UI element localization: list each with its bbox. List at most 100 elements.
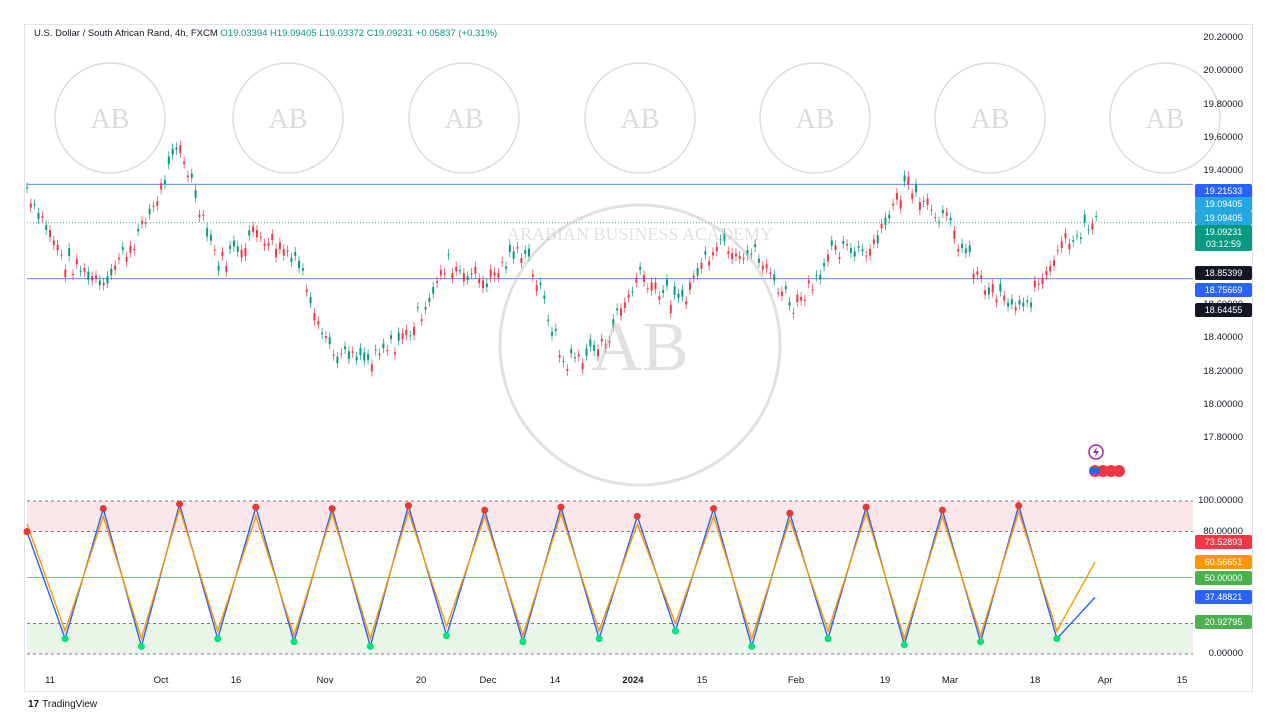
candle-body <box>941 209 944 214</box>
candle-body <box>462 273 465 282</box>
candle-body <box>516 247 519 249</box>
candle-body <box>899 200 902 209</box>
candle-body <box>232 240 235 247</box>
candle-body <box>658 296 661 300</box>
candle-body <box>363 352 366 361</box>
indicator-icons[interactable] <box>1087 443 1127 488</box>
candle-body <box>148 208 151 215</box>
oversold-dot <box>61 635 69 643</box>
candle-body <box>144 222 147 224</box>
overbought-dot <box>481 506 489 514</box>
candle-body <box>857 246 860 248</box>
watermark-logo: AB <box>1146 104 1185 135</box>
candle-body <box>834 245 837 250</box>
candle-body <box>742 257 745 260</box>
candle-body <box>340 353 343 355</box>
candle-body <box>761 265 764 270</box>
candle-body <box>244 248 247 257</box>
chart-frame[interactable] <box>24 24 1253 692</box>
candle-body <box>585 348 588 356</box>
time-axis-label: 16 <box>230 675 242 686</box>
candle-body <box>275 249 278 258</box>
candle-body <box>413 326 416 335</box>
oversold-dot <box>137 642 145 650</box>
candle-body <box>589 339 592 347</box>
candle-body <box>627 294 630 298</box>
price-axis-label: 17.80000 <box>1203 432 1243 444</box>
candle-body <box>704 251 707 255</box>
candle-body <box>240 249 243 258</box>
candle-body <box>459 269 462 271</box>
candle-body <box>313 313 316 321</box>
time-axis-label: 15 <box>1176 675 1188 686</box>
candle-body <box>696 268 699 276</box>
candle-body <box>294 251 297 256</box>
candle-body <box>198 214 201 218</box>
candle-body <box>236 246 239 252</box>
candle-body <box>298 260 301 269</box>
candle-body <box>489 269 492 278</box>
candle-body <box>796 294 799 302</box>
candle-body <box>290 257 293 263</box>
candle-body <box>133 248 136 251</box>
time-axis-label: Oct <box>153 675 169 686</box>
candle-body <box>436 281 439 283</box>
candle-body <box>869 248 872 256</box>
candle-body <box>505 266 508 269</box>
overbought-dot <box>786 509 794 517</box>
osc-tag: 50.00000 <box>1195 571 1252 585</box>
overbought-dot <box>862 503 870 511</box>
candle-body <box>1030 302 1033 308</box>
overbought-dot <box>23 528 31 536</box>
candle-body <box>999 283 1002 292</box>
candle-body <box>646 288 649 290</box>
candle-body <box>773 274 776 281</box>
candle-body <box>750 253 753 255</box>
candle-body <box>451 273 454 279</box>
candle-body <box>26 187 28 189</box>
candle-body <box>309 296 312 304</box>
candle-body <box>895 192 898 200</box>
candle-body <box>152 205 155 207</box>
osc-axis-label: 0.00000 <box>1208 648 1243 659</box>
candle-body <box>777 292 780 294</box>
tradingview-logo[interactable]: 17 TradingView <box>28 699 97 710</box>
price-axis-label: 18.40000 <box>1203 332 1243 344</box>
watermark-seal <box>408 62 520 174</box>
oversold-dot <box>595 635 603 643</box>
price-tag: 19.21533 <box>1195 184 1252 198</box>
candle-body <box>738 255 741 259</box>
candle-body <box>324 336 327 339</box>
candle-body <box>911 193 914 199</box>
candle-body <box>865 255 868 257</box>
candle-body <box>405 329 408 336</box>
candle-body <box>972 273 975 280</box>
time-axis-label: Mar <box>941 675 959 686</box>
candle-body <box>573 357 576 359</box>
symbol-legend[interactable]: U.S. Dollar / South African Rand, 4h, FX… <box>34 28 497 39</box>
candle-body <box>401 333 404 340</box>
watermark-seal-large <box>498 203 782 487</box>
candle-body <box>1072 240 1075 242</box>
candle-body <box>117 257 120 260</box>
candle-body <box>94 275 97 279</box>
watermark-seal <box>1109 62 1221 174</box>
candle-body <box>1060 241 1063 248</box>
candle-body <box>903 175 906 182</box>
candle-body <box>29 203 32 208</box>
candle-body <box>639 267 642 270</box>
candle-body <box>700 262 703 269</box>
watermark-logo: AB <box>971 104 1010 135</box>
candle-body <box>616 308 619 311</box>
candle-body <box>301 268 304 271</box>
candle-body <box>596 349 599 357</box>
candle-body <box>757 258 760 263</box>
price-tag: 19.09231 <box>1195 225 1252 239</box>
candle-body <box>846 244 849 246</box>
candle-body <box>332 354 335 356</box>
candle-body <box>114 265 117 270</box>
overbought-dot <box>1015 502 1023 510</box>
candle-body <box>41 216 44 218</box>
candle-body <box>892 203 895 206</box>
